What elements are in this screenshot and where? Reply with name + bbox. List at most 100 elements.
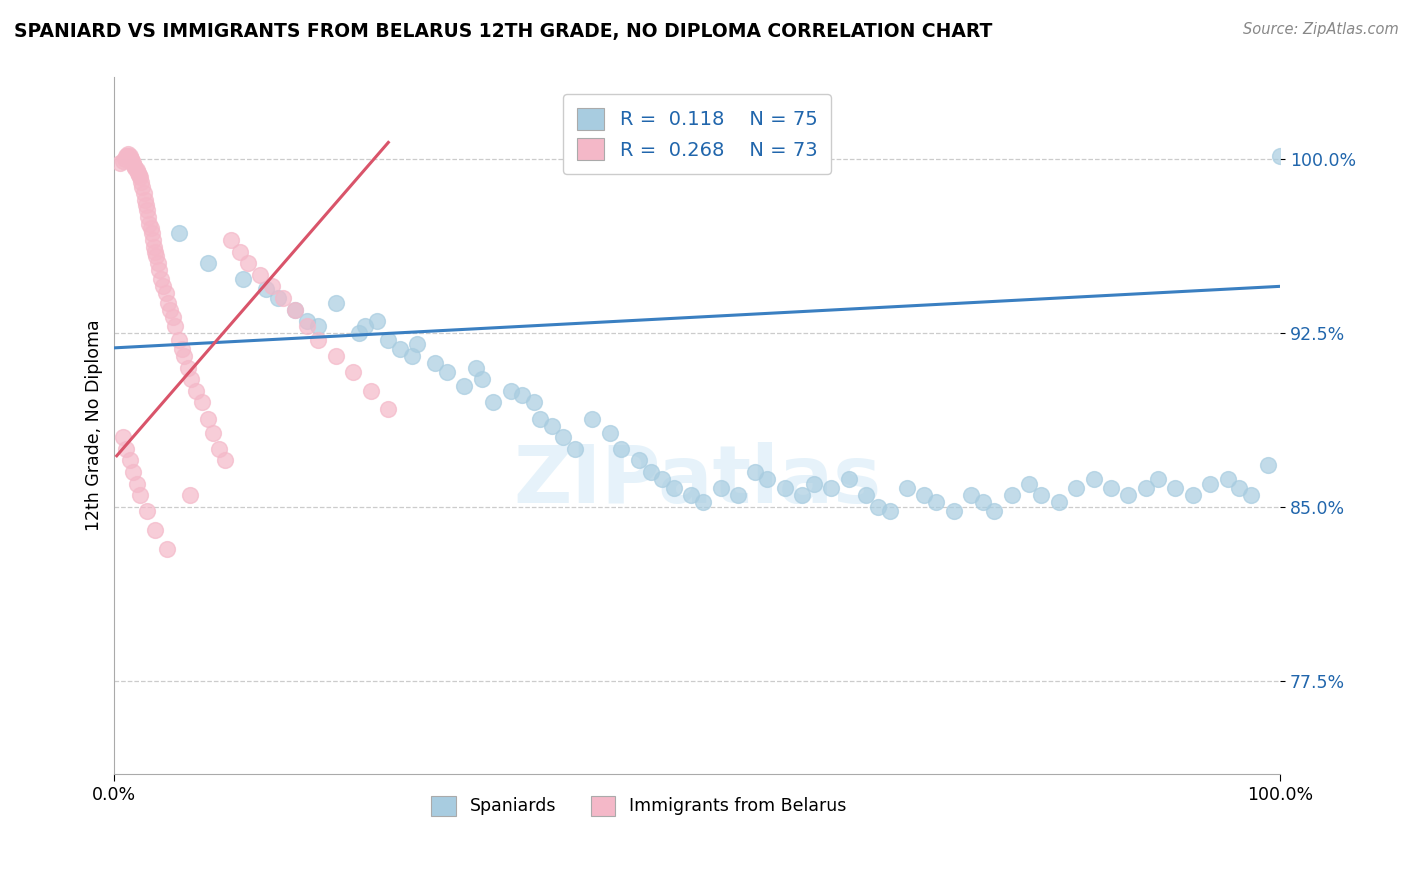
Point [114,152,136,166]
Point [177,360,200,375]
Point [564,442,586,456]
Point [756,472,779,486]
Point [121,153,143,168]
Point [125,476,148,491]
Point [662,481,685,495]
Point [197,411,219,425]
Point [118,453,141,467]
Point [1047,495,1070,509]
Point [129,488,152,502]
Point [295,318,318,333]
Point [143,523,166,537]
Point [260,279,283,293]
Point [972,495,994,509]
Point [727,488,749,502]
Point [599,425,621,440]
Text: SPANIARD VS IMMIGRANTS FROM BELARUS 12TH GRADE, NO DIPLOMA CORRELATION CHART: SPANIARD VS IMMIGRANTS FROM BELARUS 12TH… [14,22,993,41]
Point [163,318,186,333]
Point [134,194,156,208]
Point [138,217,160,231]
Point [388,342,411,356]
Point [139,221,162,235]
Point [692,495,714,509]
Point [1029,488,1052,502]
Point [681,488,703,502]
Point [219,233,242,247]
Point [229,244,252,259]
Point [342,365,364,379]
Point [482,395,505,409]
Point [238,256,260,270]
Point [232,272,254,286]
Point [115,442,138,456]
Point [423,356,446,370]
Point [180,372,202,386]
Point [307,318,329,333]
Point [790,488,813,502]
Point [143,240,166,254]
Point [983,504,1005,518]
Point [173,349,195,363]
Point [651,472,673,486]
Point [1199,476,1222,491]
Point [214,453,236,467]
Y-axis label: 12th Grade, No Diploma: 12th Grade, No Diploma [86,320,103,532]
Point [366,314,388,328]
Point [464,360,486,375]
Point [142,233,165,247]
Point [129,170,152,185]
Point [1164,481,1187,495]
Point [471,372,494,386]
Point [529,411,551,425]
Point [1216,472,1239,486]
Point [284,302,307,317]
Point [159,302,181,317]
Point [184,384,207,398]
Legend: Spaniards, Immigrants from Belarus: Spaniards, Immigrants from Belarus [423,787,855,824]
Point [167,333,190,347]
Point [1146,472,1168,486]
Point [155,286,177,301]
Point [127,166,149,180]
Point [124,161,146,175]
Point [111,430,134,444]
Point [896,481,918,495]
Point [117,147,139,161]
Point [925,495,948,509]
Point [295,314,318,328]
Point [254,282,277,296]
Point [115,149,138,163]
Point [152,279,174,293]
Point [1018,476,1040,491]
Point [118,149,141,163]
Point [120,152,142,166]
Point [122,465,145,479]
Point [1240,488,1263,502]
Point [1135,481,1157,495]
Point [284,302,307,317]
Point [803,476,825,491]
Point [273,291,295,305]
Point [1257,458,1279,472]
Point [156,541,179,556]
Point [855,488,877,502]
Point [135,198,157,212]
Point [1118,488,1140,502]
Point [162,310,184,324]
Point [640,465,662,479]
Point [512,388,534,402]
Point [145,249,167,263]
Point [360,384,382,398]
Point [709,481,731,495]
Point [960,488,983,502]
Point [401,349,423,363]
Point [866,500,889,514]
Point [110,156,132,170]
Point [838,472,860,486]
Point [610,442,633,456]
Point [1083,472,1105,486]
Point [136,210,159,224]
Point [627,453,650,467]
Point [143,244,166,259]
Point [202,425,225,440]
